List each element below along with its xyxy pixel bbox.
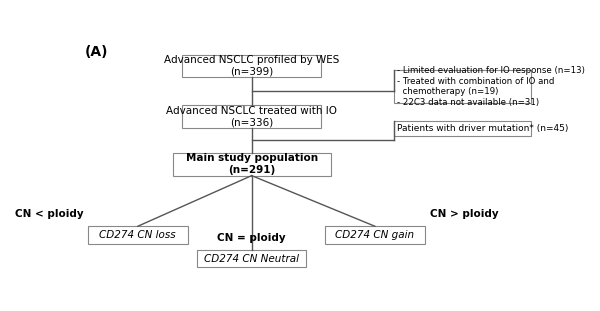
Text: CD274 CN Neutral: CD274 CN Neutral: [204, 254, 299, 264]
FancyBboxPatch shape: [325, 226, 425, 244]
FancyBboxPatch shape: [394, 121, 531, 136]
FancyBboxPatch shape: [394, 70, 531, 103]
FancyBboxPatch shape: [197, 250, 307, 267]
Text: (A): (A): [84, 44, 108, 58]
Text: CN = ploidy: CN = ploidy: [217, 233, 286, 243]
Text: - Limited evaluation for IO response (n=13)
- Treated with combination of IO and: - Limited evaluation for IO response (n=…: [397, 66, 585, 106]
Text: Advanced NSCLC profiled by WES
(n=399): Advanced NSCLC profiled by WES (n=399): [164, 55, 340, 77]
FancyBboxPatch shape: [182, 105, 322, 128]
Text: CN > ploidy: CN > ploidy: [430, 209, 498, 219]
Text: Advanced NSCLC treated with IO
(n=336): Advanced NSCLC treated with IO (n=336): [166, 105, 337, 127]
Text: CD274 CN gain: CD274 CN gain: [335, 230, 415, 240]
Text: Main study population
(n=291): Main study population (n=291): [185, 153, 318, 175]
FancyBboxPatch shape: [173, 153, 331, 176]
Text: CD274 CN loss: CD274 CN loss: [100, 230, 176, 240]
Text: Patients with driver mutation* (n=45): Patients with driver mutation* (n=45): [397, 124, 569, 133]
FancyBboxPatch shape: [182, 55, 322, 77]
Text: CN < ploidy: CN < ploidy: [14, 209, 83, 219]
FancyBboxPatch shape: [88, 226, 188, 244]
